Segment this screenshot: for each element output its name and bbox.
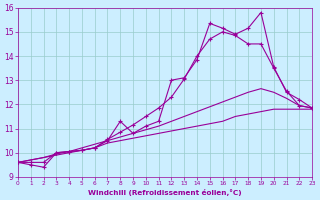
X-axis label: Windchill (Refroidissement éolien,°C): Windchill (Refroidissement éolien,°C): [88, 189, 242, 196]
